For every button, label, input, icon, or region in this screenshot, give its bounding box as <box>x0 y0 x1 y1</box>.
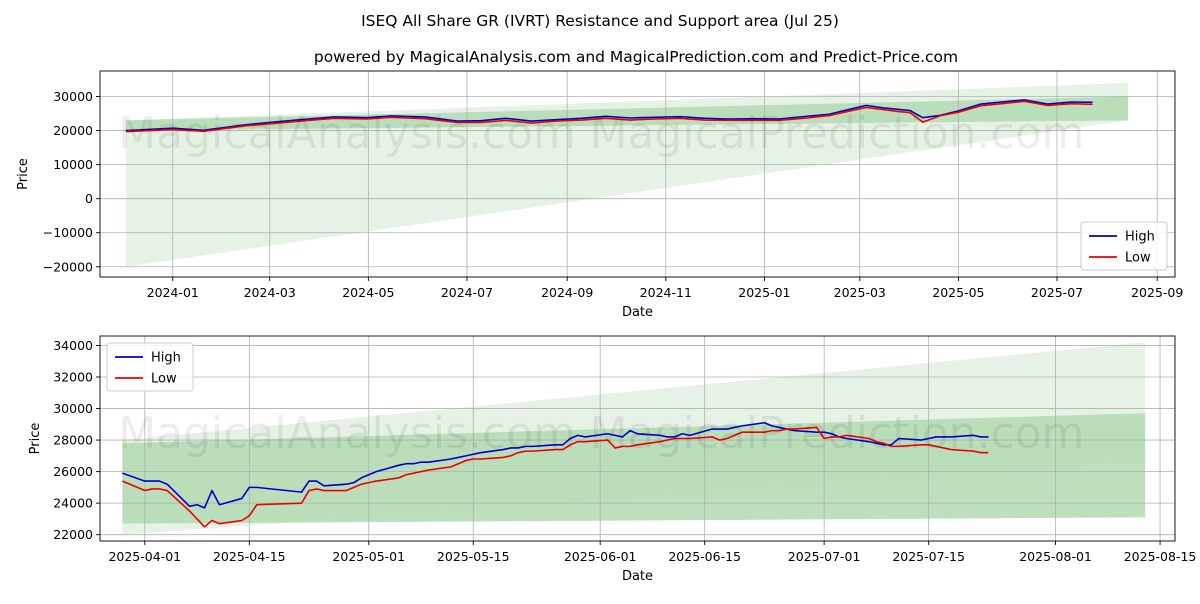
x-tick-label: 2025-01 <box>738 285 790 300</box>
x-tick-label: 2024-07 <box>441 285 493 300</box>
y-tick-label: −10000 <box>43 225 93 240</box>
x-tick-label: 2024-11 <box>640 285 692 300</box>
x-axis-label: Date <box>622 305 653 320</box>
legend: High Low <box>1080 221 1168 271</box>
legend: High Low <box>106 342 194 392</box>
x-tick-label: 2024-01 <box>147 285 199 300</box>
y-tick-label: 26000 <box>53 464 93 479</box>
y-tick-label: 24000 <box>53 496 93 511</box>
x-tick-label: 2024-09 <box>541 285 593 300</box>
y-tick-label: 30000 <box>53 401 93 416</box>
x-tick-label: 2025-09 <box>1131 285 1183 300</box>
series-line-low <box>125 100 1093 133</box>
watermark-text: MagicalPrediction.com <box>590 108 1085 159</box>
support-resistance-band-light <box>125 82 1129 267</box>
axes-frame <box>99 70 1176 278</box>
watermark-text: MagicalAnalysis.com <box>118 408 576 459</box>
x-tick-label: 2025-05-15 <box>437 549 510 564</box>
legend-label-high: High <box>151 351 181 366</box>
x-tick-label: 2025-08-15 <box>1124 549 1197 564</box>
legend-label-high: High <box>1125 230 1155 245</box>
x-tick-label: 2025-04-15 <box>213 549 286 564</box>
legend-label-low: Low <box>1125 251 1151 266</box>
series-line-low <box>122 426 989 528</box>
axes-frame <box>99 335 1176 542</box>
legend-box <box>106 342 194 392</box>
x-tick-label: 2025-06-01 <box>564 549 637 564</box>
y-tick-label: 10000 <box>53 157 93 172</box>
x-tick-label: 2025-07-01 <box>788 549 861 564</box>
x-tick-label: 2025-03 <box>834 285 886 300</box>
support-resistance-band-dark <box>125 96 1129 131</box>
y-tick-label: 34000 <box>53 338 93 353</box>
x-axis-label: Date <box>622 569 653 584</box>
y-tick-label: 32000 <box>53 370 93 385</box>
x-tick-label: 2025-07 <box>1031 285 1083 300</box>
x-tick-label: 2024-05 <box>342 285 394 300</box>
y-tick-label: 20000 <box>53 123 93 138</box>
x-tick-label: 2025-06-15 <box>668 549 741 564</box>
y-axis-label: Price <box>28 423 43 455</box>
top-panel: MagicalAnalysis.com MagicalPrediction.com… <box>16 70 1183 320</box>
plot-area <box>100 71 1175 277</box>
x-tick-label: 2025-05 <box>932 285 984 300</box>
plot-area <box>100 336 1175 541</box>
watermark-text: MagicalPrediction.com <box>590 408 1085 459</box>
x-tick-label: 2025-08-01 <box>1019 549 1092 564</box>
y-tick-label: 30000 <box>53 89 93 104</box>
legend-box <box>1080 221 1168 271</box>
x-tick-label: 2025-07-15 <box>892 549 965 564</box>
support-resistance-band-dark <box>122 413 1146 524</box>
bottom-panel: MagicalAnalysis.com MagicalPrediction.com… <box>28 335 1197 584</box>
x-tick-label: 2025-05-01 <box>332 549 405 564</box>
series-line-high <box>122 421 989 509</box>
y-axis-label: Price <box>16 158 31 190</box>
chart-subtitle: powered by MagicalAnalysis.com and Magic… <box>314 48 958 66</box>
legend-label-low: Low <box>151 372 177 387</box>
y-tick-label: 22000 <box>53 527 93 542</box>
y-tick-label: 0 <box>85 191 93 206</box>
series-line-high <box>125 99 1093 132</box>
x-tick-label: 2025-04-01 <box>108 549 181 564</box>
chart-title: ISEQ All Share GR (IVRT) Resistance and … <box>361 12 839 30</box>
y-tick-label: −20000 <box>43 259 93 274</box>
watermark-text: MagicalAnalysis.com <box>118 108 576 159</box>
y-tick-label: 28000 <box>53 433 93 448</box>
x-tick-label: 2024-03 <box>244 285 296 300</box>
